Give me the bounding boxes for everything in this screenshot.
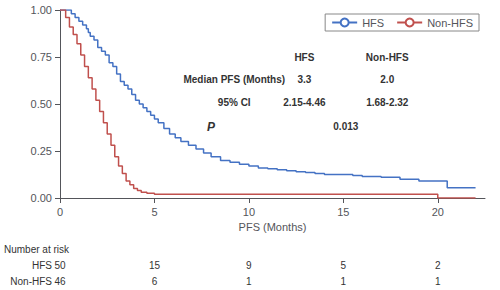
svg-text:HFS: HFS — [294, 52, 314, 63]
svg-text:0.75: 0.75 — [31, 51, 52, 63]
svg-text:Non-HFS: Non-HFS — [366, 52, 409, 63]
svg-text:Number at risk: Number at risk — [4, 244, 70, 255]
svg-text:P: P — [207, 120, 216, 134]
svg-text:5: 5 — [151, 206, 157, 218]
svg-text:5: 5 — [341, 260, 347, 271]
svg-text:1: 1 — [341, 276, 347, 287]
svg-text:HFS: HFS — [32, 260, 52, 271]
svg-text:0.013: 0.013 — [333, 121, 358, 132]
svg-text:9: 9 — [246, 260, 252, 271]
svg-text:1: 1 — [435, 276, 441, 287]
svg-text:Non-HFS: Non-HFS — [427, 17, 473, 29]
svg-text:0.00: 0.00 — [31, 192, 52, 204]
svg-text:20: 20 — [432, 206, 444, 218]
svg-text:2.0: 2.0 — [380, 74, 394, 85]
svg-text:6: 6 — [152, 276, 158, 287]
svg-text:2: 2 — [435, 260, 441, 271]
svg-text:15: 15 — [149, 260, 161, 271]
svg-text:95% CI: 95% CI — [218, 97, 251, 108]
svg-text:10: 10 — [243, 206, 255, 218]
svg-text:Median PFS (Months): Median PFS (Months) — [183, 74, 285, 85]
svg-text:1: 1 — [246, 276, 252, 287]
svg-text:HFS: HFS — [362, 17, 384, 29]
svg-text:3.3: 3.3 — [297, 74, 311, 85]
svg-text:1.68-2.32: 1.68-2.32 — [366, 97, 409, 108]
svg-text:0.50: 0.50 — [31, 98, 52, 110]
svg-text:PFS (Months): PFS (Months) — [239, 221, 307, 233]
svg-text:46: 46 — [54, 276, 66, 287]
svg-text:0: 0 — [57, 206, 63, 218]
svg-text:15: 15 — [337, 206, 349, 218]
svg-text:2.15-4.46: 2.15-4.46 — [283, 97, 326, 108]
svg-text:50: 50 — [54, 260, 66, 271]
svg-text:Non-HFS: Non-HFS — [10, 276, 52, 287]
svg-text:1.00: 1.00 — [31, 4, 52, 16]
svg-text:0.25: 0.25 — [31, 145, 52, 157]
